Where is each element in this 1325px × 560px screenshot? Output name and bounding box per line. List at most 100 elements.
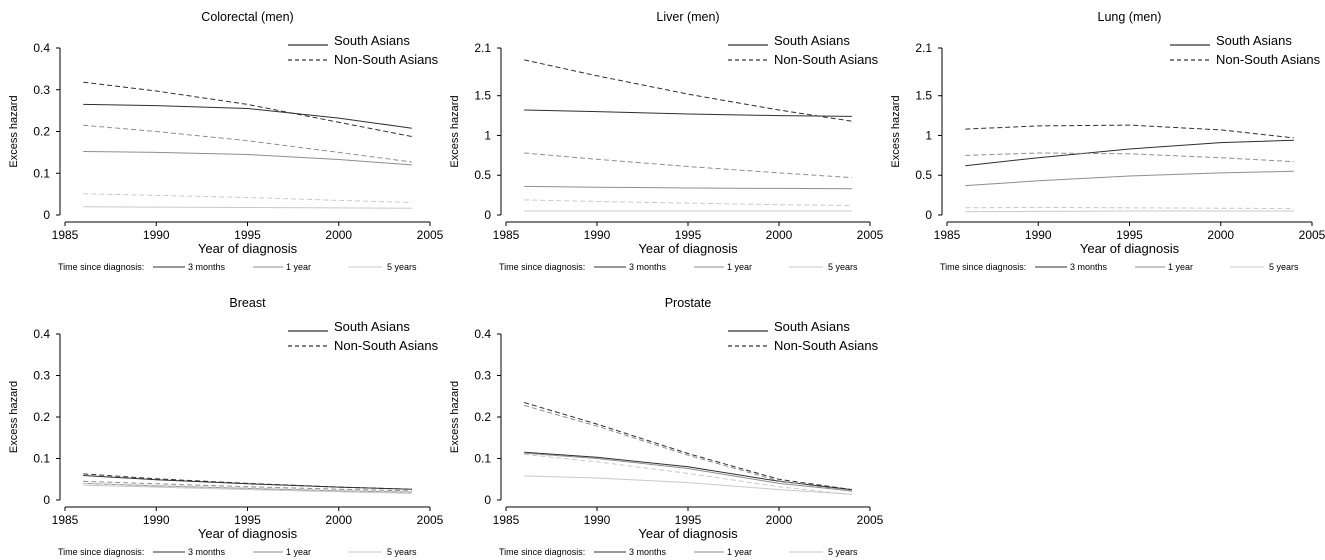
legend-label: South Asians bbox=[334, 33, 410, 48]
legend-label: South Asians bbox=[334, 319, 410, 334]
x-axis-label: Year of diagnosis bbox=[198, 526, 298, 541]
time-legend-title: Time since diagnosis: bbox=[58, 262, 144, 272]
x-tick-label: 2005 bbox=[1299, 228, 1325, 242]
x-tick-label: 1990 bbox=[143, 513, 170, 527]
y-tick-label: 0.1 bbox=[33, 452, 50, 466]
chart-title: Colorectal (men) bbox=[201, 10, 293, 24]
legend-label: South Asians bbox=[1216, 33, 1292, 48]
x-tick-label: 1990 bbox=[584, 228, 611, 242]
series-line bbox=[524, 402, 852, 491]
series-line bbox=[524, 59, 852, 122]
series-line bbox=[965, 152, 1294, 163]
x-axis-label: Year of diagnosis bbox=[1080, 241, 1180, 256]
x-tick-label: 1990 bbox=[143, 228, 170, 242]
series-line bbox=[524, 452, 852, 492]
series-line bbox=[83, 193, 412, 203]
x-tick-label: 2000 bbox=[325, 513, 352, 527]
y-tick-label: 0.1 bbox=[474, 452, 491, 466]
time-legend-label: 3 months bbox=[188, 262, 226, 272]
x-tick-label: 1995 bbox=[675, 513, 702, 527]
series-line bbox=[83, 482, 412, 493]
y-tick-label: 0.4 bbox=[474, 327, 491, 341]
panel-1: Liver (men) 0 0.5 1 1.5 2.1 Excess hazard 1985 1… bbox=[449, 10, 884, 272]
time-legend-title: Time since diagnosis: bbox=[58, 547, 144, 557]
x-tick-label: 1995 bbox=[675, 228, 702, 242]
x-axis-label: Year of diagnosis bbox=[198, 241, 298, 256]
series-line bbox=[524, 185, 852, 190]
x-tick-label: 1990 bbox=[584, 513, 611, 527]
y-tick-label: 2.1 bbox=[474, 41, 491, 55]
panel-4: Prostate 0 0.1 0.2 0.3 0.4 Excess hazard 1985 19… bbox=[449, 296, 884, 557]
x-tick-label: 2005 bbox=[417, 513, 444, 527]
x-tick-label: 2000 bbox=[325, 228, 352, 242]
chart-title: Liver (men) bbox=[656, 10, 719, 24]
time-legend-label: 1 year bbox=[286, 547, 311, 557]
series-line bbox=[524, 404, 852, 492]
legend-label: Non-South Asians bbox=[774, 52, 879, 67]
y-tick-label: 0.5 bbox=[474, 168, 491, 182]
time-legend-label: 5 years bbox=[387, 262, 417, 272]
series-line bbox=[965, 170, 1294, 187]
series-line bbox=[524, 453, 852, 496]
y-axis-label: Excess hazard bbox=[449, 95, 461, 167]
time-legend-title: Time since diagnosis: bbox=[499, 262, 585, 272]
series-line bbox=[83, 103, 412, 129]
legend-label: Non-South Asians bbox=[334, 338, 439, 353]
panel-0: Colorectal (men) 0 0.1 0.2 0.3 0.4 Excess haza… bbox=[8, 10, 444, 272]
x-tick-label: 1985 bbox=[934, 228, 961, 242]
series-line bbox=[524, 109, 852, 117]
x-tick-label: 2005 bbox=[857, 228, 884, 242]
x-tick-label: 1990 bbox=[1025, 228, 1052, 242]
y-tick-label: 0 bbox=[484, 493, 491, 507]
y-tick-label: 0.3 bbox=[33, 83, 50, 97]
legend-label: South Asians bbox=[774, 33, 850, 48]
y-tick-label: 0 bbox=[43, 208, 50, 222]
y-tick-label: 0.2 bbox=[33, 410, 50, 424]
legend-label: Non-South Asians bbox=[1216, 52, 1321, 67]
y-tick-label: 1.5 bbox=[915, 89, 932, 103]
legend-label: Non-South Asians bbox=[334, 52, 439, 67]
y-tick-label: 0.1 bbox=[33, 166, 50, 180]
series-line bbox=[965, 210, 1294, 213]
x-tick-label: 1985 bbox=[493, 513, 520, 527]
series-line bbox=[83, 484, 412, 494]
x-tick-label: 1995 bbox=[1116, 228, 1143, 242]
series-line bbox=[524, 199, 852, 206]
legend-label: South Asians bbox=[774, 319, 850, 334]
series-line bbox=[965, 124, 1294, 139]
y-tick-label: 0 bbox=[484, 208, 491, 222]
y-tick-label: 1.5 bbox=[474, 89, 491, 103]
y-tick-label: 0.2 bbox=[474, 410, 491, 424]
x-axis-label: Year of diagnosis bbox=[638, 241, 738, 256]
time-legend-label: 1 year bbox=[1168, 262, 1193, 272]
y-tick-label: 0.3 bbox=[33, 369, 50, 383]
y-tick-label: 1 bbox=[484, 128, 491, 142]
series-line bbox=[965, 206, 1294, 210]
y-axis-label: Excess hazard bbox=[8, 95, 20, 167]
panel-3: Breast 0 0.1 0.2 0.3 0.4 Excess hazard 1985 1990… bbox=[8, 296, 444, 557]
time-legend-label: 3 months bbox=[188, 547, 226, 557]
x-tick-label: 1995 bbox=[234, 228, 261, 242]
time-legend-label: 5 years bbox=[1269, 262, 1299, 272]
time-legend-title: Time since diagnosis: bbox=[940, 262, 1026, 272]
chart-title: Lung (men) bbox=[1098, 10, 1162, 24]
series-line bbox=[83, 206, 412, 209]
time-legend-label: 3 months bbox=[629, 547, 667, 557]
x-tick-label: 1985 bbox=[52, 228, 79, 242]
y-tick-label: 0.2 bbox=[33, 125, 50, 139]
series-line bbox=[83, 124, 412, 163]
y-tick-label: 1 bbox=[925, 128, 932, 142]
y-axis-label: Excess hazard bbox=[449, 381, 461, 453]
x-tick-label: 2000 bbox=[766, 228, 793, 242]
time-legend-label: 3 months bbox=[629, 262, 667, 272]
series-line bbox=[83, 473, 412, 490]
series-line bbox=[83, 151, 412, 166]
time-legend-label: 1 year bbox=[727, 262, 752, 272]
y-tick-label: 2.1 bbox=[915, 41, 932, 55]
y-tick-label: 0.4 bbox=[33, 327, 50, 341]
legend-label: Non-South Asians bbox=[774, 338, 879, 353]
series-line bbox=[524, 152, 852, 179]
time-legend-label: 5 years bbox=[828, 262, 858, 272]
time-legend-label: 5 years bbox=[387, 547, 417, 557]
